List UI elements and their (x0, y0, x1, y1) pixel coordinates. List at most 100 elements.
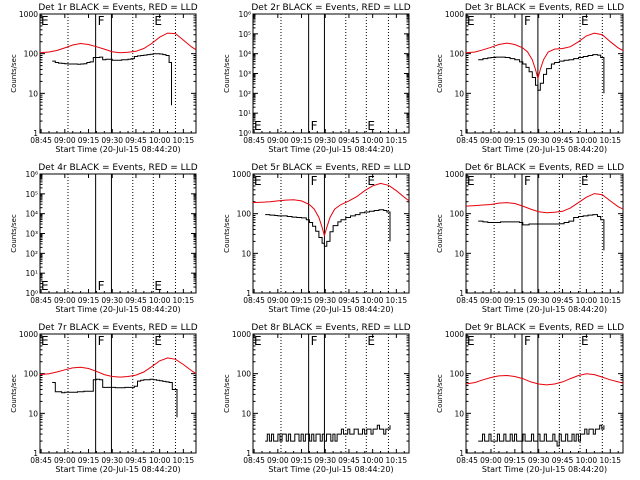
x-tick-label: 10:00 (576, 456, 598, 465)
x-tick-label: 09:30 (528, 456, 550, 465)
x-tick-label: 10:00 (149, 296, 171, 305)
panel-title: Det 2r BLACK = Events, RED = LLD (251, 3, 410, 13)
x-tick-label: 10:15 (386, 136, 408, 145)
y-tick-label: 10⁰ (25, 289, 38, 298)
panel-title: Det 1r BLACK = Events, RED = LLD (38, 3, 197, 13)
x-tick-label: 10:00 (362, 456, 384, 465)
marker-label-f: F (524, 334, 531, 348)
x-axis-label: Start Time (20-Jul-15 08:44:20) (482, 305, 607, 314)
x-tick-label: 10:00 (576, 296, 598, 305)
marker-label-f: F (524, 14, 531, 28)
x-tick-label: 10:15 (173, 456, 195, 465)
y-tick-label: 10⁵ (238, 30, 251, 39)
panel-title: Det 6r BLACK = Events, RED = LLD (465, 163, 624, 173)
y-axis-label: Counts/sec (10, 374, 18, 413)
y-tick-label: 1000 (445, 170, 464, 179)
x-tick-label: 08:45 (30, 136, 52, 145)
x-tick-label: 09:45 (125, 456, 147, 465)
marker-label-e: E (254, 119, 262, 133)
x-tick-label: 09:30 (101, 456, 123, 465)
x-axis-label: Start Time (20-Jul-15 08:44:20) (268, 145, 393, 154)
marker-label-e: E (154, 279, 162, 293)
x-tick-label: 08:45 (30, 456, 52, 465)
events-series-line (265, 209, 391, 247)
y-tick-label: 10⁴ (25, 210, 38, 219)
y-tick-label: 100 (450, 210, 465, 219)
plot-frame (252, 173, 410, 294)
events-series-line (52, 378, 178, 418)
events-series-line (52, 53, 172, 106)
events-series-line (478, 54, 605, 94)
x-tick-label: 09:00 (54, 456, 76, 465)
plot-frame (39, 173, 197, 294)
panel-title: Det 8r BLACK = Events, RED = LLD (251, 323, 410, 333)
marker-label-f: F (311, 174, 318, 188)
y-tick-label: 1000 (445, 330, 464, 339)
x-tick-label: 10:15 (599, 456, 621, 465)
panel-title: Det 5r BLACK = Events, RED = LLD (251, 163, 410, 173)
x-tick-label: 09:15 (291, 136, 313, 145)
marker-label-e: E (41, 334, 49, 348)
panel-det-3: Det 3r BLACK = Events, RED = LLD 08:45 09:… (436, 3, 624, 154)
x-tick-label: 09:00 (480, 456, 502, 465)
events-series-line (478, 214, 605, 251)
marker-label-e: E (467, 174, 475, 188)
lld-series-line (39, 357, 197, 378)
lld-series-line (465, 32, 624, 81)
y-tick-label: 100 (24, 50, 39, 59)
y-tick-label: 10⁶ (238, 10, 251, 19)
y-tick-label: 100 (450, 50, 465, 59)
x-tick-label: 09:00 (267, 456, 289, 465)
marker-label-f: F (98, 334, 105, 348)
y-axis-label: Counts/sec (436, 214, 444, 253)
y-tick-label: 10³ (25, 230, 38, 239)
x-tick-label: 10:15 (173, 296, 195, 305)
x-tick-label: 09:45 (552, 296, 574, 305)
plot-frame (465, 13, 624, 134)
x-tick-label: 09:45 (338, 136, 360, 145)
y-tick-label: 1 (246, 449, 251, 458)
x-tick-label: 08:45 (456, 456, 478, 465)
y-tick-label: 10 (454, 409, 464, 418)
x-tick-label: 08:45 (456, 136, 478, 145)
marker-label-e: E (41, 14, 49, 28)
lld-series-line (465, 193, 624, 214)
x-tick-label: 09:45 (552, 136, 574, 145)
x-tick-label: 10:00 (149, 456, 171, 465)
x-axis-label: Start Time (20-Jul-15 08:44:20) (268, 465, 393, 474)
x-tick-label: 10:15 (386, 456, 408, 465)
x-tick-label: 09:30 (101, 296, 123, 305)
y-tick-label: 1000 (19, 330, 38, 339)
marker-label-e: E (581, 14, 589, 28)
y-tick-label: 10 (241, 409, 251, 418)
marker-label-e: E (581, 174, 589, 188)
y-axis-label: Counts/sec (436, 374, 444, 413)
y-tick-label: 10³ (238, 70, 251, 79)
marker-label-e: E (581, 334, 589, 348)
x-axis-label: Start Time (20-Jul-15 08:44:20) (482, 145, 607, 154)
panel-title: Det 4r BLACK = Events, RED = LLD (38, 163, 197, 173)
panel-title: Det 3r BLACK = Events, RED = LLD (465, 3, 624, 13)
plot-frame (465, 333, 624, 454)
y-axis-label: Counts/sec (223, 374, 231, 413)
y-tick-label: 10¹ (25, 269, 38, 278)
y-tick-label: 10⁵ (25, 190, 38, 199)
y-tick-label: 100 (450, 370, 465, 379)
x-tick-label: 09:00 (54, 296, 76, 305)
plot-frame (252, 333, 410, 454)
x-axis-label: Start Time (20-Jul-15 08:44:20) (482, 465, 607, 474)
marker-label-e: E (467, 14, 475, 28)
x-tick-label: 09:30 (528, 296, 550, 305)
y-tick-label: 1 (246, 289, 251, 298)
lld-series-line (465, 373, 624, 386)
x-tick-label: 09:45 (338, 296, 360, 305)
marker-label-f: F (98, 279, 105, 293)
plot-frame (252, 13, 410, 134)
x-axis-label: Start Time (20-Jul-15 08:44:20) (55, 465, 180, 474)
x-tick-label: 08:45 (243, 456, 265, 465)
